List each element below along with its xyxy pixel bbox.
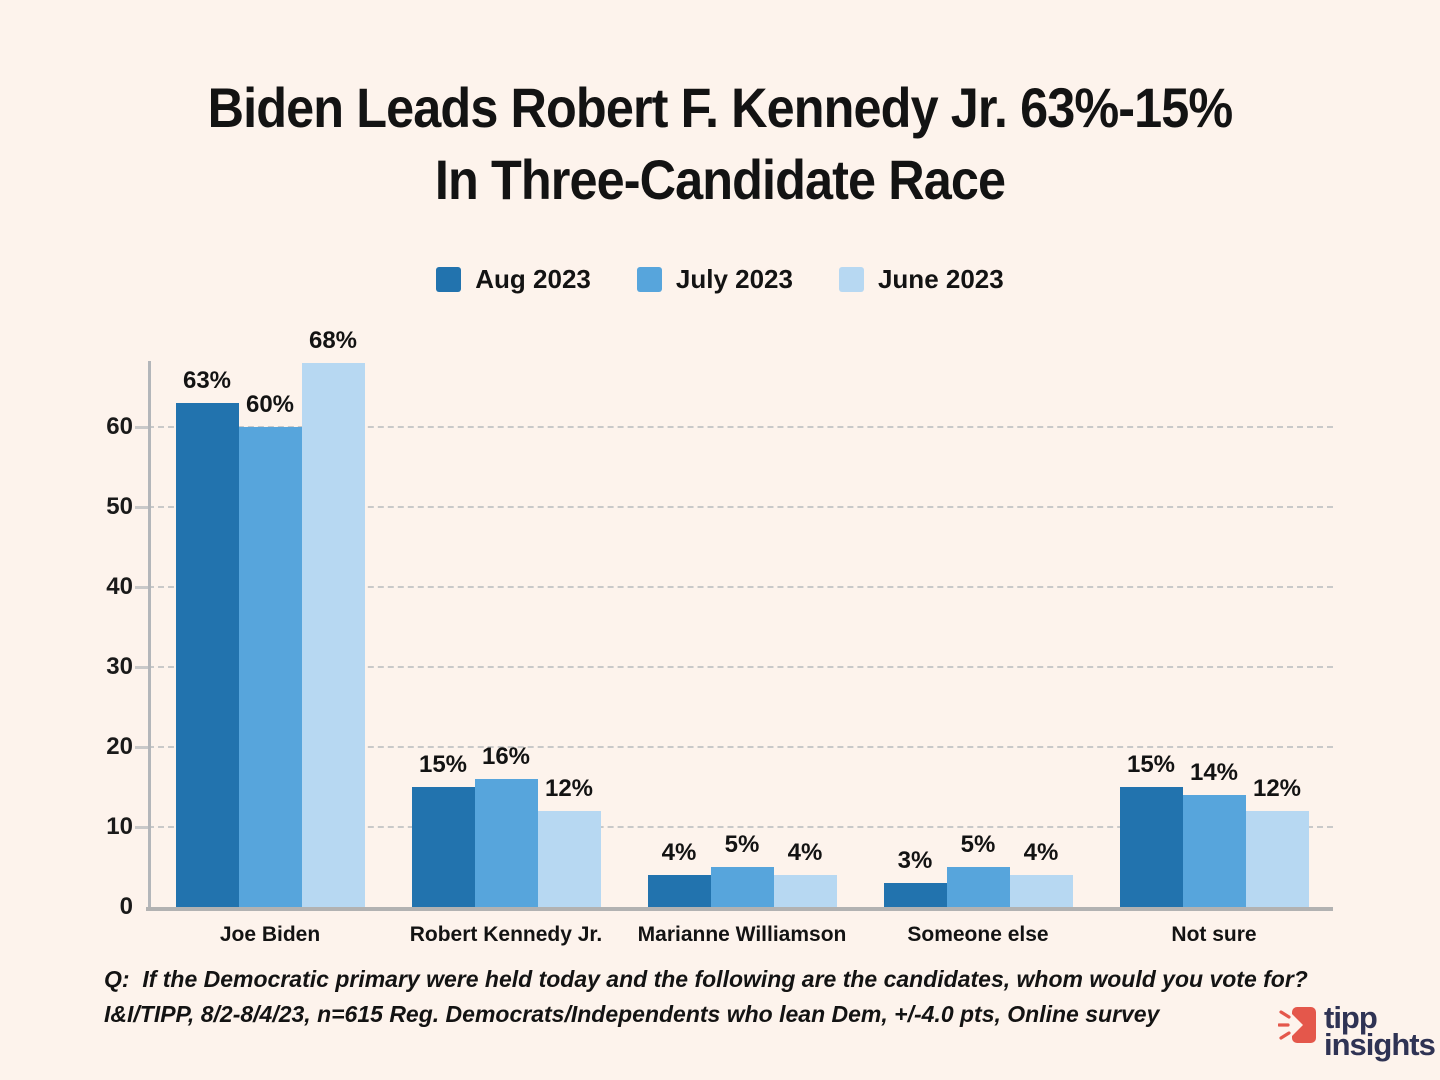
chart-footnote: Q: If the Democratic primary were held t… (104, 962, 1308, 1032)
bar-value-label: 5% (960, 831, 996, 858)
y-axis-tick (135, 746, 148, 749)
y-axis-tick (135, 826, 148, 829)
x-axis-category-label: Marianne Williamson (637, 923, 847, 946)
megaphone-icon (1277, 1004, 1320, 1053)
x-axis-baseline (146, 907, 1333, 911)
legend-item: Aug 2023 (436, 264, 591, 295)
y-axis-tick (135, 666, 148, 669)
x-axis-category-label: Robert Kennedy Jr. (409, 923, 603, 946)
bar-value-label: 12% (1252, 775, 1302, 802)
bar-july-2023 (238, 427, 302, 907)
y-axis-tick-label: 40 (106, 573, 133, 600)
chart-title-line1: Biden Leads Robert F. Kennedy Jr. 63%-15… (207, 76, 1234, 139)
legend-swatch (636, 267, 662, 292)
bar-value-label: 63% (182, 367, 232, 394)
bar-july-2023 (1182, 795, 1246, 907)
bar-june-2023 (1245, 811, 1309, 907)
x-axis-category-label: Someone else (907, 923, 1049, 946)
y-axis-tick (135, 586, 148, 589)
bar-value-label: 15% (1126, 751, 1176, 778)
bar-july-2023 (946, 867, 1010, 907)
legend-label: Aug 2023 (475, 264, 591, 294)
bar-value-label: 3% (897, 847, 933, 874)
legend-swatch (838, 267, 864, 292)
bar-aug-2023 (883, 883, 947, 907)
y-axis-tick (135, 506, 148, 509)
bar-value-label: 4% (1023, 839, 1059, 866)
logo-text-line1: tipp (1324, 1000, 1378, 1035)
survey-source-text: I&I/TIPP, 8/2-8/4/23, n=615 Reg. Democra… (104, 1001, 1160, 1027)
gridline (148, 506, 1333, 508)
chart-legend: Aug 2023 July 2023 June 2023 (0, 264, 1440, 295)
bar-june-2023 (301, 363, 365, 907)
bar-value-label: 15% (418, 751, 468, 778)
bar-june-2023 (537, 811, 601, 907)
bar-aug-2023 (1119, 787, 1183, 907)
bar-june-2023 (773, 875, 837, 907)
y-axis-tick-label: 50 (106, 493, 133, 520)
logo-text: tipp insights (1324, 1000, 1436, 1062)
bar-value-label: 60% (245, 391, 295, 418)
gridline (148, 666, 1333, 668)
y-axis-tick-label: 10 (106, 813, 133, 840)
legend-label: June 2023 (877, 264, 1004, 294)
bar-july-2023 (710, 867, 774, 907)
legend-item: June 2023 (838, 264, 1004, 295)
bar-aug-2023 (175, 403, 239, 907)
gridline (148, 426, 1333, 428)
legend-label: July 2023 (675, 264, 793, 294)
gridline (148, 746, 1333, 748)
bar-aug-2023 (647, 875, 711, 907)
survey-question-text: Q: If the Democratic primary were held t… (104, 966, 1308, 992)
bar-value-label: 12% (544, 775, 594, 802)
bar-june-2023 (1009, 875, 1073, 907)
y-axis-tick-label: 60 (106, 413, 133, 440)
logo-text-line2: insights (1324, 1027, 1436, 1062)
bar-value-label: 14% (1189, 759, 1239, 786)
y-axis-tick-label: 0 (119, 893, 133, 920)
gridline (148, 826, 1333, 828)
legend-item: July 2023 (636, 264, 793, 295)
chart-title: Biden Leads Robert F. Kennedy Jr. 63%-15… (72, 72, 1368, 215)
x-axis-category-label: Not sure (1171, 923, 1257, 946)
bar-value-label: 5% (724, 831, 760, 858)
x-axis-category-label: Joe Biden (219, 923, 321, 946)
legend-swatch (436, 267, 462, 292)
y-axis-tick-label: 30 (106, 653, 133, 680)
tipp-insights-logo: tipp insights (1277, 1000, 1436, 1062)
bar-value-label: 4% (661, 839, 697, 866)
bar-value-label: 16% (481, 743, 531, 770)
bar-aug-2023 (411, 787, 475, 907)
bar-value-label: 4% (787, 839, 823, 866)
y-axis-line (148, 361, 151, 907)
gridline (148, 586, 1333, 588)
y-axis-tick (135, 426, 148, 429)
chart-title-line2: In Three-Candidate Race (434, 147, 1006, 211)
y-axis-tick-label: 20 (106, 733, 133, 760)
bar-july-2023 (474, 779, 538, 907)
bar-value-label: 68% (308, 327, 358, 354)
